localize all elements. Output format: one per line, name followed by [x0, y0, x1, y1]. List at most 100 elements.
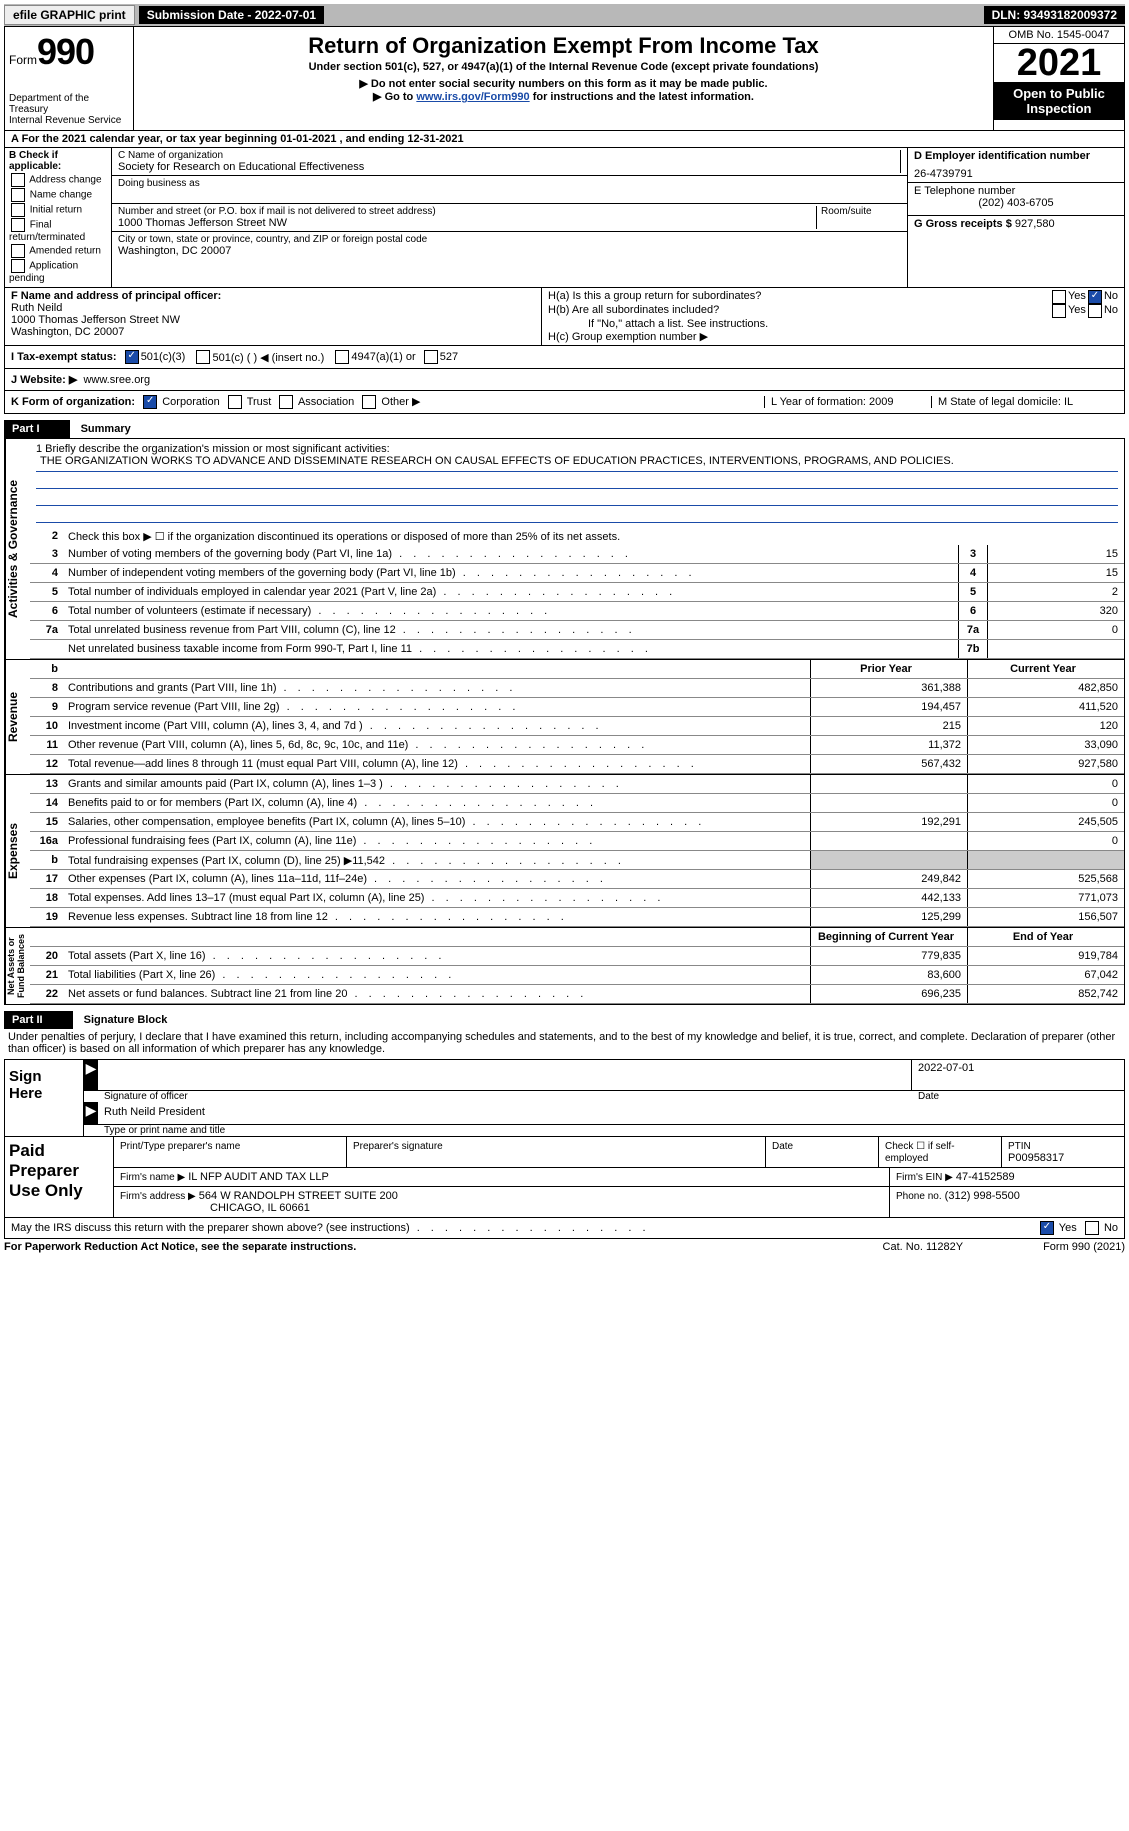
- firm-ein: 47-4152589: [956, 1171, 1015, 1183]
- page-footer: For Paperwork Reduction Act Notice, see …: [4, 1239, 1125, 1255]
- activities-governance-section: Activities & Governance 1 Briefly descri…: [4, 438, 1125, 660]
- org-name: Society for Research on Educational Effe…: [118, 161, 896, 173]
- hb-yes[interactable]: [1052, 304, 1066, 318]
- ssn-note: ▶ Do not enter social security numbers o…: [142, 77, 985, 90]
- ha-yes[interactable]: [1052, 290, 1066, 304]
- check-final-return[interactable]: Final return/terminated: [9, 218, 107, 243]
- row-j-website: J Website: ▶ www.sree.org: [4, 369, 1125, 391]
- summary-line: 17Other expenses (Part IX, column (A), l…: [30, 870, 1124, 889]
- year-formation: L Year of formation: 2009: [764, 396, 931, 408]
- org-info-block: B Check if applicable: Address change Na…: [4, 148, 1125, 287]
- gross-label: G Gross receipts $: [914, 218, 1012, 230]
- may-irs-yes[interactable]: [1040, 1221, 1054, 1235]
- efile-print-button[interactable]: efile GRAPHIC print: [4, 5, 135, 25]
- phone-label: Phone no.: [896, 1191, 942, 1202]
- firm-name: IL NFP AUDIT AND TAX LLP: [188, 1171, 329, 1183]
- check-address-change[interactable]: Address change: [9, 173, 107, 187]
- arrow-icon: ▶: [84, 1102, 98, 1124]
- form-label: Form: [9, 53, 37, 67]
- line2-text: Check this box ▶ ☐ if the organization d…: [64, 528, 1124, 545]
- ein-value: 26-4739791: [914, 168, 1118, 180]
- summary-line: 3Number of voting members of the governi…: [30, 545, 1124, 564]
- check-501c[interactable]: [196, 350, 210, 364]
- firm-addr2: CHICAGO, IL 60661: [210, 1202, 310, 1214]
- vtab-revenue: Revenue: [5, 660, 30, 774]
- check-corp[interactable]: [143, 395, 157, 409]
- hb-no[interactable]: [1088, 304, 1102, 318]
- summary-line: 21Total liabilities (Part X, line 26)83,…: [30, 966, 1124, 985]
- firm-ein-label: Firm's EIN ▶: [896, 1172, 953, 1183]
- summary-line: 5Total number of individuals employed in…: [30, 583, 1124, 602]
- part1-title: Summary: [81, 423, 131, 435]
- row-k-label: K Form of organization:: [11, 396, 135, 408]
- officer-label: F Name and address of principal officer:: [11, 290, 535, 302]
- open-to-public-badge: Open to Public Inspection: [994, 82, 1124, 120]
- summary-line: 18Total expenses. Add lines 13–17 (must …: [30, 889, 1124, 908]
- summary-line: 13Grants and similar amounts paid (Part …: [30, 775, 1124, 794]
- goto-pre: ▶ Go to: [373, 91, 416, 103]
- hdr-current-year: Current Year: [967, 660, 1124, 678]
- state-domicile: M State of legal domicile: IL: [931, 396, 1118, 408]
- firm-addr1: 564 W RANDOLPH STREET SUITE 200: [199, 1190, 398, 1202]
- mission-label: 1 Briefly describe the organization's mi…: [36, 443, 1118, 455]
- self-employed-cell: Check ☐ if self-employed: [879, 1137, 1002, 1168]
- summary-line: 19Revenue less expenses. Subtract line 1…: [30, 908, 1124, 927]
- city-label: City or town, state or province, country…: [118, 234, 901, 245]
- may-irs-no[interactable]: [1085, 1221, 1099, 1235]
- submission-date-label: Submission Date - 2022-07-01: [139, 6, 324, 24]
- check-527[interactable]: [424, 350, 438, 364]
- summary-line: 12Total revenue—add lines 8 through 11 (…: [30, 755, 1124, 774]
- website-value: www.sree.org: [83, 374, 150, 386]
- check-trust[interactable]: [228, 395, 242, 409]
- row-i-tax-status: I Tax-exempt status: 501(c)(3) 501(c) ( …: [4, 346, 1125, 369]
- top-bar: efile GRAPHIC print Submission Date - 20…: [4, 4, 1125, 26]
- irs-link[interactable]: www.irs.gov/Form990: [416, 91, 529, 103]
- check-other[interactable]: [362, 395, 376, 409]
- form-title: Return of Organization Exempt From Incom…: [142, 33, 985, 59]
- revenue-section: Revenue bPrior YearCurrent Year 8Contrib…: [4, 660, 1125, 775]
- ein-label: D Employer identification number: [914, 150, 1118, 162]
- form-header: Form990 Department of the Treasury Inter…: [4, 26, 1125, 131]
- check-assoc[interactable]: [279, 395, 293, 409]
- ha-no[interactable]: [1088, 290, 1102, 304]
- check-name-change[interactable]: Name change: [9, 188, 107, 202]
- paid-preparer-label: Paid Preparer Use Only: [5, 1137, 114, 1217]
- row-a-tax-year: A For the 2021 calendar year, or tax yea…: [4, 131, 1125, 148]
- room-label: Room/suite: [821, 206, 901, 217]
- tel-label: E Telephone number: [914, 185, 1118, 197]
- summary-line: 4Number of independent voting members of…: [30, 564, 1124, 583]
- check-501c3[interactable]: [125, 350, 139, 364]
- summary-line: bTotal fundraising expenses (Part IX, co…: [30, 851, 1124, 870]
- prep-date-cell: Date: [766, 1137, 879, 1168]
- paperwork-notice: For Paperwork Reduction Act Notice, see …: [4, 1241, 356, 1253]
- summary-line: 15Salaries, other compensation, employee…: [30, 813, 1124, 832]
- summary-line: 9Program service revenue (Part VIII, lin…: [30, 698, 1124, 717]
- sig-officer-label: Signature of officer: [98, 1091, 912, 1102]
- sig-date-value: 2022-07-01: [911, 1060, 1124, 1090]
- vtab-net-assets: Net Assets or Fund Balances: [5, 928, 30, 1004]
- hb-label: H(b) Are all subordinates included?: [548, 304, 1050, 318]
- summary-line: 20Total assets (Part X, line 16)779,8359…: [30, 947, 1124, 966]
- hdr-boy: Beginning of Current Year: [810, 928, 967, 946]
- tel-value: (202) 403-6705: [914, 197, 1118, 209]
- prep-sig-cell: Preparer's signature: [347, 1137, 766, 1168]
- sign-here-label: Sign Here: [5, 1060, 84, 1136]
- check-amended[interactable]: Amended return: [9, 244, 107, 258]
- may-irs-discuss-row: May the IRS discuss this return with the…: [4, 1218, 1125, 1239]
- summary-line: 11Other revenue (Part VIII, column (A), …: [30, 736, 1124, 755]
- check-initial-return[interactable]: Initial return: [9, 203, 107, 217]
- check-app-pending[interactable]: Application pending: [9, 259, 107, 284]
- summary-line: 10Investment income (Part VIII, column (…: [30, 717, 1124, 736]
- summary-line: 22Net assets or fund balances. Subtract …: [30, 985, 1124, 1004]
- street-label: Number and street (or P.O. box if mail i…: [118, 206, 816, 217]
- summary-line: 8Contributions and grants (Part VIII, li…: [30, 679, 1124, 698]
- dept-label: Department of the Treasury Internal Reve…: [9, 93, 129, 126]
- tax-year: 2021: [994, 44, 1124, 82]
- signature-block: Sign Here ▶ 2022-07-01 Signature of offi…: [4, 1059, 1125, 1137]
- street-address: 1000 Thomas Jefferson Street NW: [118, 217, 816, 229]
- expenses-section: Expenses 13Grants and similar amounts pa…: [4, 775, 1125, 928]
- form-subtitle: Under section 501(c), 527, or 4947(a)(1)…: [142, 61, 985, 73]
- check-4947[interactable]: [335, 350, 349, 364]
- goto-post: for instructions and the latest informat…: [530, 91, 754, 103]
- dba-label: Doing business as: [118, 178, 901, 189]
